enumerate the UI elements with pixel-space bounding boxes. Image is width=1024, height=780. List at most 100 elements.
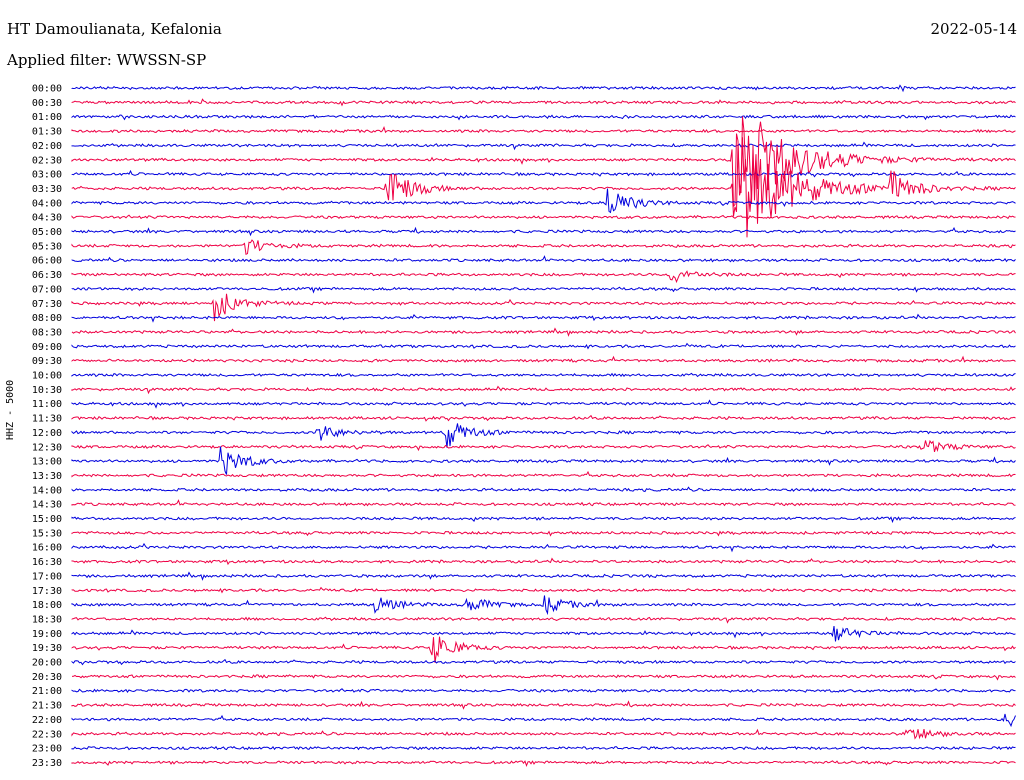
trace-row-1000 xyxy=(71,372,1016,378)
trace-row-0530 xyxy=(71,239,1016,256)
trace-row-2330 xyxy=(71,760,1016,768)
row-time-label: 16:00 xyxy=(32,543,62,554)
row-time-label: 23:00 xyxy=(32,744,62,755)
row-time-label: 00:00 xyxy=(32,84,62,95)
trace-row-0730 xyxy=(71,293,1016,322)
row-time-label: 01:30 xyxy=(32,127,62,138)
row-time-label: 10:30 xyxy=(32,385,62,396)
trace-row-1600 xyxy=(71,542,1016,553)
row-time-label: 08:30 xyxy=(32,327,62,338)
row-time-label: 05:30 xyxy=(32,241,62,252)
trace-row-1500 xyxy=(71,516,1016,524)
trace-row-2130 xyxy=(71,700,1016,710)
trace-row-0430 xyxy=(71,214,1016,220)
row-time-label: 10:00 xyxy=(32,371,62,382)
row-time-label: 19:30 xyxy=(32,643,62,654)
trace-row-0030 xyxy=(71,98,1016,107)
trace-row-1330 xyxy=(71,470,1016,478)
row-time-label: 02:00 xyxy=(32,141,62,152)
row-time-label: 15:30 xyxy=(32,528,62,539)
trace-row-1700 xyxy=(71,571,1016,581)
trace-row-2030 xyxy=(71,674,1016,681)
row-time-label: 19:00 xyxy=(32,629,62,640)
trace-row-0800 xyxy=(71,313,1016,323)
trace-row-1130 xyxy=(71,414,1016,422)
trace-row-1930 xyxy=(71,636,1016,663)
row-time-label: 09:30 xyxy=(32,356,62,367)
row-time-label: 13:30 xyxy=(32,471,62,482)
row-time-label: 07:00 xyxy=(32,284,62,295)
row-time-label: 12:30 xyxy=(32,442,62,453)
row-time-label: 03:30 xyxy=(32,184,62,195)
trace-row-0900 xyxy=(71,342,1016,350)
trace-row-1230 xyxy=(71,439,1016,453)
row-time-label: 12:00 xyxy=(32,428,62,439)
row-time-label: 02:30 xyxy=(32,155,62,166)
row-time-label: 01:00 xyxy=(32,112,62,123)
row-time-label: 06:30 xyxy=(32,270,62,281)
row-time-label: 15:00 xyxy=(32,514,62,525)
row-time-label: 00:30 xyxy=(32,98,62,109)
trace-row-2200 xyxy=(71,713,1016,728)
trace-row-0200 xyxy=(71,141,1016,151)
filter-label: Applied filter: WWSSN-SP xyxy=(7,51,207,69)
trace-row-1400 xyxy=(71,486,1016,493)
row-time-label: 06:00 xyxy=(32,256,62,267)
trace-row-0830 xyxy=(71,327,1016,337)
row-time-label: 17:00 xyxy=(32,571,62,582)
trace-row-0230 xyxy=(71,116,1016,208)
trace-row-1900 xyxy=(71,626,1016,642)
trace-row-2100 xyxy=(71,688,1016,693)
row-time-label: 03:00 xyxy=(32,170,62,181)
row-time-label: 23:30 xyxy=(32,758,62,769)
row-time-label: 18:30 xyxy=(32,614,62,625)
trace-row-1300 xyxy=(71,446,1016,475)
trace-row-2300 xyxy=(71,745,1016,751)
trace-row-1200 xyxy=(71,423,1016,448)
row-time-label: 22:00 xyxy=(32,715,62,726)
row-time-label: 14:30 xyxy=(32,500,62,511)
row-time-label: 17:30 xyxy=(32,586,62,597)
trace-row-1100 xyxy=(71,399,1016,409)
row-time-label: 08:00 xyxy=(32,313,62,324)
trace-row-0330 xyxy=(71,137,1016,238)
row-time-label: 11:00 xyxy=(32,399,62,410)
row-time-label: 21:00 xyxy=(32,686,62,697)
trace-row-0630 xyxy=(71,270,1016,284)
trace-row-0100 xyxy=(71,114,1016,121)
trace-row-1030 xyxy=(71,385,1016,395)
trace-row-0930 xyxy=(71,355,1016,363)
trace-row-1530 xyxy=(71,530,1016,537)
row-time-label: 20:30 xyxy=(32,672,62,683)
trace-row-1730 xyxy=(71,586,1016,594)
row-time-label: 11:30 xyxy=(32,414,62,425)
trace-row-0700 xyxy=(71,286,1016,294)
trace-row-0600 xyxy=(71,255,1016,263)
trace-row-1430 xyxy=(71,499,1016,507)
trace-row-1630 xyxy=(71,557,1016,566)
trace-row-1830 xyxy=(71,616,1016,624)
row-time-label: 13:00 xyxy=(32,457,62,468)
trace-row-0130 xyxy=(71,126,1016,134)
row-time-label: 21:30 xyxy=(32,701,62,712)
row-time-label: 18:00 xyxy=(32,600,62,611)
row-time-label: 04:30 xyxy=(32,213,62,224)
trace-row-0400 xyxy=(71,188,1016,214)
trace-row-0300 xyxy=(71,169,1016,178)
row-time-label: 09:00 xyxy=(32,342,62,353)
row-time-label: 16:30 xyxy=(32,557,62,568)
trace-row-1800 xyxy=(71,595,1016,616)
row-time-label: 14:00 xyxy=(32,485,62,496)
trace-row-2230 xyxy=(71,728,1016,740)
row-time-label: 07:30 xyxy=(32,299,62,310)
row-time-label: 05:00 xyxy=(32,227,62,238)
plot-date: 2022-05-14 xyxy=(930,20,1017,38)
station-title: HT Damoulianata, Kefalonia xyxy=(7,20,222,38)
trace-row-0500 xyxy=(71,226,1016,237)
trace-row-0000 xyxy=(71,84,1016,93)
trace-row-2000 xyxy=(71,658,1016,666)
row-time-label: 22:30 xyxy=(32,729,62,740)
row-time-label: 04:00 xyxy=(32,198,62,209)
row-time-label: 20:00 xyxy=(32,658,62,669)
